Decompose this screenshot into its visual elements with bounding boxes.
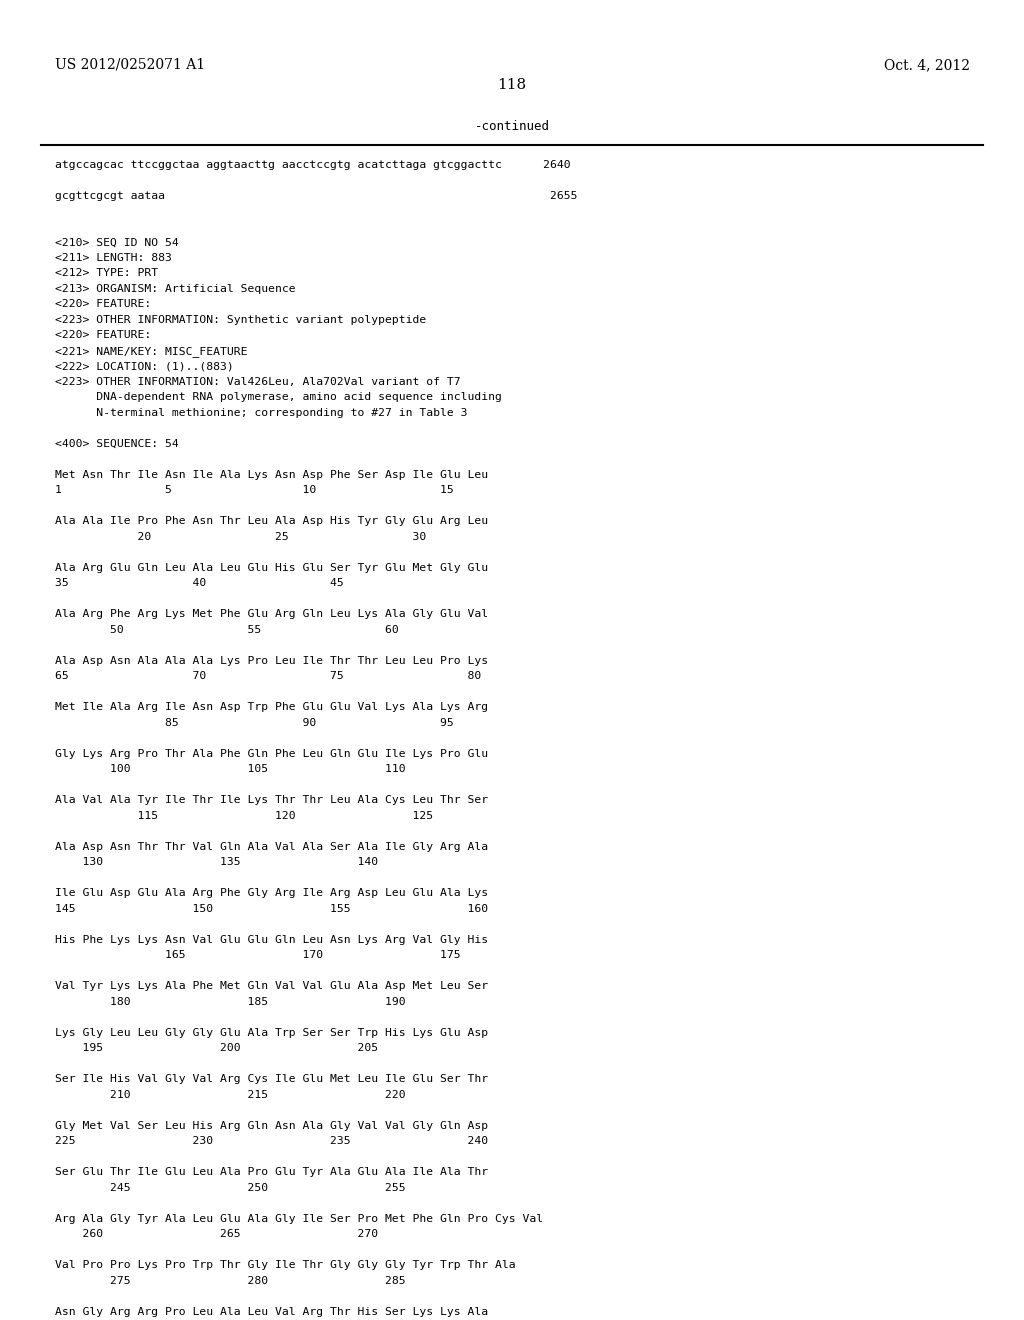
Text: gcgttcgcgt aataa                                                        2655: gcgttcgcgt aataa 2655 bbox=[55, 191, 578, 201]
Text: <221> NAME/KEY: MISC_FEATURE: <221> NAME/KEY: MISC_FEATURE bbox=[55, 346, 248, 356]
Text: Gly Lys Arg Pro Thr Ala Phe Gln Phe Leu Gln Glu Ile Lys Pro Glu: Gly Lys Arg Pro Thr Ala Phe Gln Phe Leu … bbox=[55, 748, 488, 759]
Text: 20                  25                  30: 20 25 30 bbox=[55, 532, 426, 543]
Text: Ala Asp Asn Ala Ala Ala Lys Pro Leu Ile Thr Thr Leu Leu Pro Lys: Ala Asp Asn Ala Ala Ala Lys Pro Leu Ile … bbox=[55, 656, 488, 667]
Text: Lys Gly Leu Leu Gly Gly Glu Ala Trp Ser Ser Trp His Lys Glu Asp: Lys Gly Leu Leu Gly Gly Glu Ala Trp Ser … bbox=[55, 1028, 488, 1038]
Text: Met Asn Thr Ile Asn Ile Ala Lys Asn Asp Phe Ser Asp Ile Glu Leu: Met Asn Thr Ile Asn Ile Ala Lys Asn Asp … bbox=[55, 470, 488, 480]
Text: 100                 105                 110: 100 105 110 bbox=[55, 764, 406, 775]
Text: <222> LOCATION: (1)..(883): <222> LOCATION: (1)..(883) bbox=[55, 362, 233, 371]
Text: <220> FEATURE:: <220> FEATURE: bbox=[55, 330, 152, 341]
Text: Ser Ile His Val Gly Val Arg Cys Ile Glu Met Leu Ile Glu Ser Thr: Ser Ile His Val Gly Val Arg Cys Ile Glu … bbox=[55, 1074, 488, 1085]
Text: Ala Arg Glu Gln Leu Ala Leu Glu His Glu Ser Tyr Glu Met Gly Glu: Ala Arg Glu Gln Leu Ala Leu Glu His Glu … bbox=[55, 564, 488, 573]
Text: Gly Met Val Ser Leu His Arg Gln Asn Ala Gly Val Val Gly Gln Asp: Gly Met Val Ser Leu His Arg Gln Asn Ala … bbox=[55, 1121, 488, 1131]
Text: Ile Glu Asp Glu Ala Arg Phe Gly Arg Ile Arg Asp Leu Glu Ala Lys: Ile Glu Asp Glu Ala Arg Phe Gly Arg Ile … bbox=[55, 888, 488, 899]
Text: Oct. 4, 2012: Oct. 4, 2012 bbox=[884, 58, 970, 73]
Text: 210                 215                 220: 210 215 220 bbox=[55, 1090, 406, 1100]
Text: His Phe Lys Lys Asn Val Glu Glu Gln Leu Asn Lys Arg Val Gly His: His Phe Lys Lys Asn Val Glu Glu Gln Leu … bbox=[55, 935, 488, 945]
Text: 225                 230                 235                 240: 225 230 235 240 bbox=[55, 1137, 488, 1147]
Text: 1               5                   10                  15: 1 5 10 15 bbox=[55, 486, 454, 495]
Text: Ala Asp Asn Thr Thr Val Gln Ala Val Ala Ser Ala Ile Gly Arg Ala: Ala Asp Asn Thr Thr Val Gln Ala Val Ala … bbox=[55, 842, 488, 851]
Text: Ala Ala Ile Pro Phe Asn Thr Leu Ala Asp His Tyr Gly Glu Arg Leu: Ala Ala Ile Pro Phe Asn Thr Leu Ala Asp … bbox=[55, 516, 488, 527]
Text: 180                 185                 190: 180 185 190 bbox=[55, 997, 406, 1007]
Text: 115                 120                 125: 115 120 125 bbox=[55, 810, 433, 821]
Text: atgccagcac ttccggctaa aggtaacttg aacctccgtg acatcttaga gtcggacttc      2640: atgccagcac ttccggctaa aggtaacttg aacctcc… bbox=[55, 160, 570, 170]
Text: Ala Arg Phe Arg Lys Met Phe Glu Arg Gln Leu Lys Ala Gly Glu Val: Ala Arg Phe Arg Lys Met Phe Glu Arg Gln … bbox=[55, 610, 488, 619]
Text: <400> SEQUENCE: 54: <400> SEQUENCE: 54 bbox=[55, 440, 179, 449]
Text: Met Ile Ala Arg Ile Asn Asp Trp Phe Glu Glu Val Lys Ala Lys Arg: Met Ile Ala Arg Ile Asn Asp Trp Phe Glu … bbox=[55, 702, 488, 713]
Text: <210> SEQ ID NO 54: <210> SEQ ID NO 54 bbox=[55, 238, 179, 247]
Text: Val Tyr Lys Lys Ala Phe Met Gln Val Val Glu Ala Asp Met Leu Ser: Val Tyr Lys Lys Ala Phe Met Gln Val Val … bbox=[55, 982, 488, 991]
Text: -continued: -continued bbox=[474, 120, 550, 133]
Text: Ser Glu Thr Ile Glu Leu Ala Pro Glu Tyr Ala Glu Ala Ile Ala Thr: Ser Glu Thr Ile Glu Leu Ala Pro Glu Tyr … bbox=[55, 1167, 488, 1177]
Text: US 2012/0252071 A1: US 2012/0252071 A1 bbox=[55, 58, 205, 73]
Text: <211> LENGTH: 883: <211> LENGTH: 883 bbox=[55, 253, 172, 263]
Text: 130                 135                 140: 130 135 140 bbox=[55, 858, 378, 867]
Text: <223> OTHER INFORMATION: Synthetic variant polypeptide: <223> OTHER INFORMATION: Synthetic varia… bbox=[55, 315, 426, 325]
Text: 85                  90                  95: 85 90 95 bbox=[55, 718, 454, 729]
Text: 118: 118 bbox=[498, 78, 526, 92]
Text: <212> TYPE: PRT: <212> TYPE: PRT bbox=[55, 268, 158, 279]
Text: <213> ORGANISM: Artificial Sequence: <213> ORGANISM: Artificial Sequence bbox=[55, 284, 296, 294]
Text: DNA-dependent RNA polymerase, amino acid sequence including: DNA-dependent RNA polymerase, amino acid… bbox=[55, 392, 502, 403]
Text: 195                 200                 205: 195 200 205 bbox=[55, 1044, 378, 1053]
Text: Val Pro Pro Lys Pro Trp Thr Gly Ile Thr Gly Gly Gly Tyr Trp Thr Ala: Val Pro Pro Lys Pro Trp Thr Gly Ile Thr … bbox=[55, 1261, 516, 1270]
Text: 260                 265                 270: 260 265 270 bbox=[55, 1229, 378, 1239]
Text: Arg Ala Gly Tyr Ala Leu Glu Ala Gly Ile Ser Pro Met Phe Gln Pro Cys Val: Arg Ala Gly Tyr Ala Leu Glu Ala Gly Ile … bbox=[55, 1214, 543, 1224]
Text: 245                 250                 255: 245 250 255 bbox=[55, 1183, 406, 1193]
Text: <220> FEATURE:: <220> FEATURE: bbox=[55, 300, 152, 309]
Text: Ala Val Ala Tyr Ile Thr Ile Lys Thr Thr Leu Ala Cys Leu Thr Ser: Ala Val Ala Tyr Ile Thr Ile Lys Thr Thr … bbox=[55, 796, 488, 805]
Text: 275                 280                 285: 275 280 285 bbox=[55, 1276, 406, 1286]
Text: 145                 150                 155                 160: 145 150 155 160 bbox=[55, 904, 488, 913]
Text: 35                  40                  45: 35 40 45 bbox=[55, 578, 344, 589]
Text: N-terminal methionine; corresponding to #27 in Table 3: N-terminal methionine; corresponding to … bbox=[55, 408, 468, 418]
Text: 165                 170                 175: 165 170 175 bbox=[55, 950, 461, 961]
Text: Asn Gly Arg Arg Pro Leu Ala Leu Val Arg Thr His Ser Lys Lys Ala: Asn Gly Arg Arg Pro Leu Ala Leu Val Arg … bbox=[55, 1307, 488, 1317]
Text: 50                  55                  60: 50 55 60 bbox=[55, 624, 398, 635]
Text: <223> OTHER INFORMATION: Val426Leu, Ala702Val variant of T7: <223> OTHER INFORMATION: Val426Leu, Ala7… bbox=[55, 378, 461, 387]
Text: 65                  70                  75                  80: 65 70 75 80 bbox=[55, 672, 481, 681]
